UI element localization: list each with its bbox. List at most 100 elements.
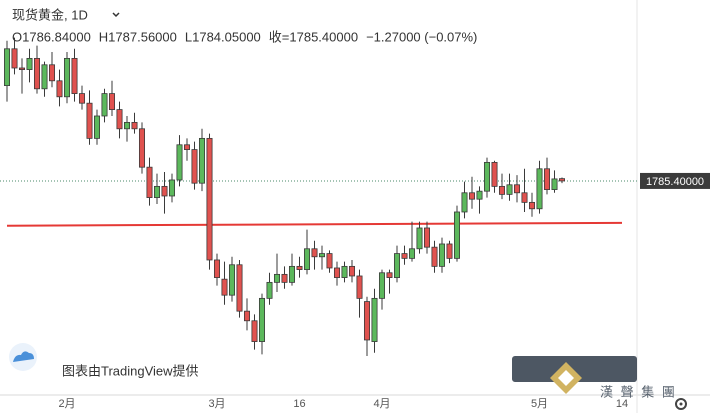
- candle-body: [393, 253, 400, 278]
- candle-body: [341, 265, 348, 278]
- candle-body: [453, 211, 460, 259]
- candle-body: [49, 64, 56, 82]
- candle-body: [544, 168, 551, 190]
- header-low: L1784.05000: [185, 29, 261, 44]
- candle-body: [529, 201, 536, 210]
- candle-body: [176, 144, 183, 181]
- candle-body: [468, 192, 475, 200]
- candle-body: [378, 272, 385, 299]
- candle-body: [311, 248, 318, 258]
- candle-body: [26, 57, 33, 70]
- candle-body: [288, 265, 295, 283]
- candle-body: [363, 301, 370, 341]
- candle-body: [498, 185, 505, 195]
- candle-body: [386, 272, 393, 278]
- candle-body: [34, 57, 41, 90]
- candle-body: [18, 67, 25, 70]
- fxempire-logo: [512, 356, 637, 394]
- candle-body: [446, 243, 453, 259]
- header-open: O1786.84000: [12, 29, 91, 44]
- x-axis: 2月 3月 16 4月 5月 14: [58, 398, 628, 410]
- last-price-label: 1785.40000: [646, 176, 704, 188]
- candle-body: [64, 57, 71, 98]
- logo-caption: 漢 聲 集 團: [600, 384, 677, 399]
- candle-body: [348, 265, 355, 277]
- candle-body: [423, 227, 430, 248]
- candle-body: [138, 128, 145, 168]
- candle-body: [491, 161, 498, 187]
- candle-body: [206, 137, 213, 261]
- x-tick-label: 5月: [531, 398, 548, 410]
- candle-body: [221, 278, 228, 296]
- candle-body: [124, 121, 131, 130]
- candle-body: [476, 190, 483, 200]
- candle-body: [94, 115, 101, 139]
- candle-body: [168, 179, 175, 197]
- candle-body: [86, 102, 93, 139]
- candle-body: [401, 253, 408, 259]
- candle-body: [318, 253, 325, 258]
- tradingview-icon: [9, 343, 37, 371]
- candle-body: [131, 121, 138, 130]
- candle-body: [153, 185, 160, 198]
- header-change: −1.27000 (−0.07%): [366, 29, 477, 44]
- candle-body: [213, 259, 220, 278]
- candle-body: [296, 265, 303, 270]
- candle-body: [41, 64, 48, 90]
- header-close: 收=1785.40000: [269, 29, 358, 44]
- candle-body: [273, 273, 280, 283]
- candle-body: [461, 192, 468, 213]
- candle-body: [326, 253, 333, 269]
- candle-body: [333, 267, 340, 278]
- candle-body: [183, 144, 190, 150]
- header-high: H1787.56000: [99, 29, 177, 44]
- candle-body: [236, 264, 243, 312]
- ohlc-header: O1786.84000 H1787.56000 L1784.05000 收=1785.…: [12, 29, 477, 44]
- candle-body: [191, 149, 198, 184]
- x-tick-label: 4月: [373, 398, 390, 410]
- candle-body: [506, 184, 513, 195]
- candle-body: [483, 161, 490, 192]
- x-tick-label: 14: [616, 398, 628, 410]
- support-line: [6, 221, 623, 227]
- candle-body: [371, 297, 378, 342]
- candle-body: [416, 227, 423, 250]
- candle-body: [303, 248, 310, 270]
- candle-body: [251, 320, 258, 342]
- candle-body: [71, 57, 78, 94]
- header-title: 现货黄金, 1D: [12, 7, 88, 22]
- candle-body: [559, 178, 566, 182]
- x-tick-label: 2月: [58, 398, 75, 410]
- candle-body: [258, 297, 265, 342]
- candle-body: [521, 192, 528, 203]
- candle-body: [281, 273, 288, 283]
- candle-body: [408, 248, 415, 259]
- candle-body: [536, 168, 543, 210]
- watermark: 图表由TradingView提供: [62, 363, 199, 378]
- plot-area: [0, 37, 637, 356]
- candle-body: [109, 93, 116, 110]
- candle-body: [514, 184, 521, 194]
- settings-gear[interactable]: [675, 398, 687, 410]
- candle-body: [438, 243, 445, 267]
- candle-body: [228, 264, 235, 296]
- candle-body: [431, 246, 438, 267]
- candle-body: [243, 310, 250, 322]
- candle-body: [356, 275, 363, 299]
- x-tick-label: 3月: [208, 398, 225, 410]
- candle-body: [79, 93, 86, 104]
- candle-body: [101, 93, 108, 117]
- candle-body: [11, 48, 18, 69]
- candle-body: [551, 178, 558, 190]
- candle-body: [56, 80, 63, 98]
- candle-body: [198, 137, 205, 184]
- x-tick-label: 16: [293, 398, 305, 410]
- candle-body: [116, 109, 123, 130]
- interval-chevron[interactable]: [112, 12, 120, 18]
- candle-body: [161, 185, 168, 197]
- candle-body: [4, 48, 10, 86]
- candle-body: [266, 281, 273, 299]
- last-price-box: [640, 172, 710, 189]
